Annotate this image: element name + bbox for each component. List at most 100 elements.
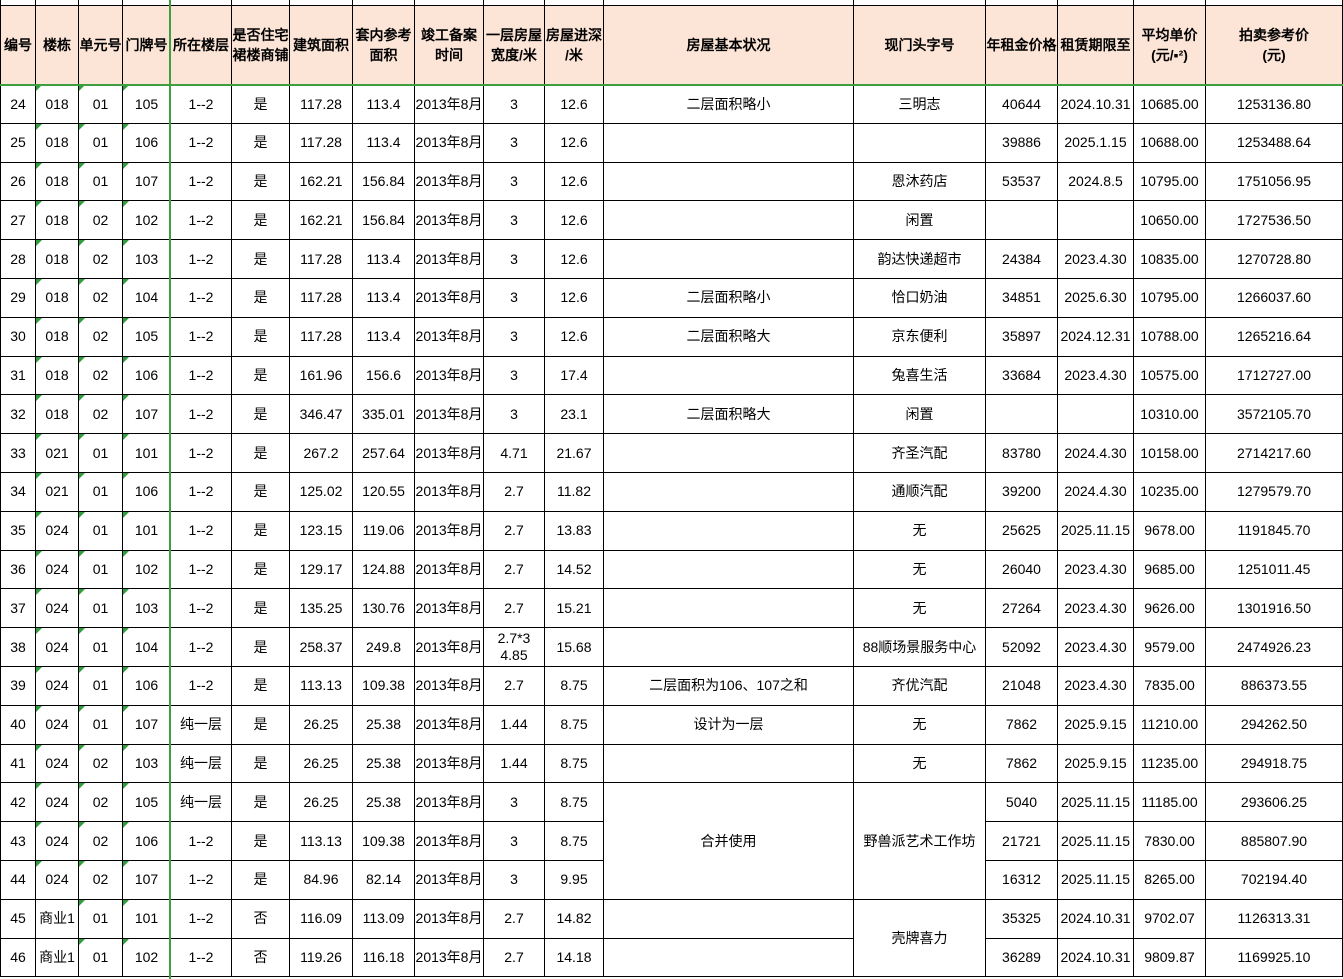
cell-27-inner[interactable]: 156.84: [352, 200, 415, 241]
cell-33-price[interactable]: 10158.00: [1133, 433, 1206, 473]
cell-42-door[interactable]: 105: [122, 782, 171, 823]
cell-42-width[interactable]: 3: [483, 782, 545, 823]
cell-30-inner[interactable]: 113.4: [352, 316, 415, 357]
cell-42-rent[interactable]: 5040: [985, 782, 1058, 823]
cell-36-lease[interactable]: 2023.4.30: [1057, 549, 1134, 590]
cell-44-lease[interactable]: 2025.11.15: [1057, 859, 1134, 900]
cell-42-unit[interactable]: 02: [78, 782, 123, 823]
cell-25-shop[interactable]: 是: [231, 122, 290, 163]
cell-28-price[interactable]: 10835.00: [1133, 239, 1206, 279]
cell-33-id[interactable]: 33: [0, 433, 36, 473]
cell-26-width[interactable]: 3: [483, 161, 545, 202]
cell-27-rent[interactable]: [985, 200, 1058, 241]
cell-38-area[interactable]: 258.37: [289, 627, 353, 667]
cell-32-door[interactable]: 107: [122, 394, 171, 435]
cell-33-shop[interactable]: 是: [231, 433, 290, 473]
cell-40-date[interactable]: 2013年8月: [414, 704, 484, 745]
cell-44-width[interactable]: 3: [483, 859, 545, 900]
cell-37-depth[interactable]: 15.21: [544, 588, 604, 629]
cell-26-area[interactable]: 162.21: [289, 161, 353, 202]
cell-28-name[interactable]: 韵达快递超市: [853, 239, 986, 279]
cell-39-id[interactable]: 39: [0, 665, 36, 706]
cell-32-name[interactable]: 闲置: [853, 394, 986, 435]
cell-30-unit[interactable]: 02: [78, 316, 123, 357]
cell-26-unit[interactable]: 01: [78, 161, 123, 202]
cell-30-lease[interactable]: 2024.12.31: [1057, 316, 1134, 357]
cell-24-inner[interactable]: 113.4: [352, 84, 415, 124]
cell-45-auction[interactable]: 1126313.31: [1205, 898, 1343, 939]
cell-44-depth[interactable]: 9.95: [544, 859, 604, 900]
header-condition[interactable]: 房屋基本状况: [603, 5, 854, 85]
cell-36-id[interactable]: 36: [0, 549, 36, 590]
cell-33-depth[interactable]: 21.67: [544, 433, 604, 473]
cell-33-width[interactable]: 4.71: [483, 433, 545, 473]
cell-39-condition[interactable]: 二层面积为106、107之和: [603, 665, 854, 706]
cell-30-door[interactable]: 105: [122, 316, 171, 357]
cell-45-floor[interactable]: 1--2: [170, 898, 232, 939]
cell-25-depth[interactable]: 12.6: [544, 122, 604, 163]
cell-41-unit[interactable]: 02: [78, 743, 123, 784]
cell-29-date[interactable]: 2013年8月: [414, 277, 484, 318]
header-rent[interactable]: 年租金价格: [985, 5, 1058, 85]
header-auction[interactable]: 拍卖参考价 (元): [1205, 5, 1343, 85]
cell-36-unit[interactable]: 01: [78, 549, 123, 590]
cell-39-area[interactable]: 113.13: [289, 665, 353, 706]
cell-40-price[interactable]: 11210.00: [1133, 704, 1206, 745]
cell-46-depth[interactable]: 14.18: [544, 937, 604, 978]
cell-46-width[interactable]: 2.7: [483, 937, 545, 978]
cell-39-width[interactable]: 2.7: [483, 665, 545, 706]
cell-41-area[interactable]: 26.25: [289, 743, 353, 784]
cell-29-unit[interactable]: 02: [78, 277, 123, 318]
cell-27-name[interactable]: 闲置: [853, 200, 986, 241]
cell-29-auction[interactable]: 1266037.60: [1205, 277, 1343, 318]
cell-25-id[interactable]: 25: [0, 122, 36, 163]
cell-41-width[interactable]: 1.44: [483, 743, 545, 784]
cell-34-price[interactable]: 10235.00: [1133, 471, 1206, 512]
cell-34-date[interactable]: 2013年8月: [414, 471, 484, 512]
cell-27-condition[interactable]: [603, 200, 854, 241]
cell-42-area[interactable]: 26.25: [289, 782, 353, 823]
cell-38-floor[interactable]: 1--2: [170, 627, 232, 667]
cell-28-shop[interactable]: 是: [231, 239, 290, 279]
cell-26-name[interactable]: 恩沐药店: [853, 161, 986, 202]
cell-26-building[interactable]: 018: [35, 161, 79, 202]
cell-27-unit[interactable]: 02: [78, 200, 123, 241]
cell-41-floor[interactable]: 纯一层: [170, 743, 232, 784]
cell-36-shop[interactable]: 是: [231, 549, 290, 590]
cell-39-depth[interactable]: 8.75: [544, 665, 604, 706]
cell-30-shop[interactable]: 是: [231, 316, 290, 357]
cell-27-width[interactable]: 3: [483, 200, 545, 241]
cell-29-inner[interactable]: 113.4: [352, 277, 415, 318]
cell-40-auction[interactable]: 294262.50: [1205, 704, 1343, 745]
cell-41-id[interactable]: 41: [0, 743, 36, 784]
cell-30-name[interactable]: 京东便利: [853, 316, 986, 357]
cell-34-condition[interactable]: [603, 471, 854, 512]
cell-37-building[interactable]: 024: [35, 588, 79, 629]
header-shop[interactable]: 是否住宅 裙楼商铺: [231, 5, 290, 85]
cell-26-auction[interactable]: 1751056.95: [1205, 161, 1343, 202]
cell-33-condition[interactable]: [603, 433, 854, 473]
cell-38-auction[interactable]: 2474926.23: [1205, 627, 1343, 667]
cell-43-inner[interactable]: 109.38: [352, 821, 415, 861]
cell-41-condition[interactable]: [603, 743, 854, 784]
header-id[interactable]: 编号: [0, 5, 36, 85]
cell-39-lease[interactable]: 2023.4.30: [1057, 665, 1134, 706]
cell-45-width[interactable]: 2.7: [483, 898, 545, 939]
cell-33-name[interactable]: 齐圣汽配: [853, 433, 986, 473]
cell-40-condition[interactable]: 设计为一层: [603, 704, 854, 745]
cell-30-auction[interactable]: 1265216.64: [1205, 316, 1343, 357]
header-lease[interactable]: 租赁期限至: [1057, 5, 1134, 85]
cell-41-rent[interactable]: 7862: [985, 743, 1058, 784]
cell-41-shop[interactable]: 是: [231, 743, 290, 784]
cell-44-rent[interactable]: 16312: [985, 859, 1058, 900]
cell-43-shop[interactable]: 是: [231, 821, 290, 861]
cell-35-condition[interactable]: [603, 510, 854, 551]
cell-27-lease[interactable]: [1057, 200, 1134, 241]
cell-32-floor[interactable]: 1--2: [170, 394, 232, 435]
cell-46-building[interactable]: 商业1: [35, 937, 79, 978]
cell-46-id[interactable]: 46: [0, 937, 36, 978]
cell-45-price[interactable]: 9702.07: [1133, 898, 1206, 939]
cell-41-door[interactable]: 103: [122, 743, 171, 784]
header-unit[interactable]: 单元号: [78, 5, 123, 85]
cell-29-depth[interactable]: 12.6: [544, 277, 604, 318]
